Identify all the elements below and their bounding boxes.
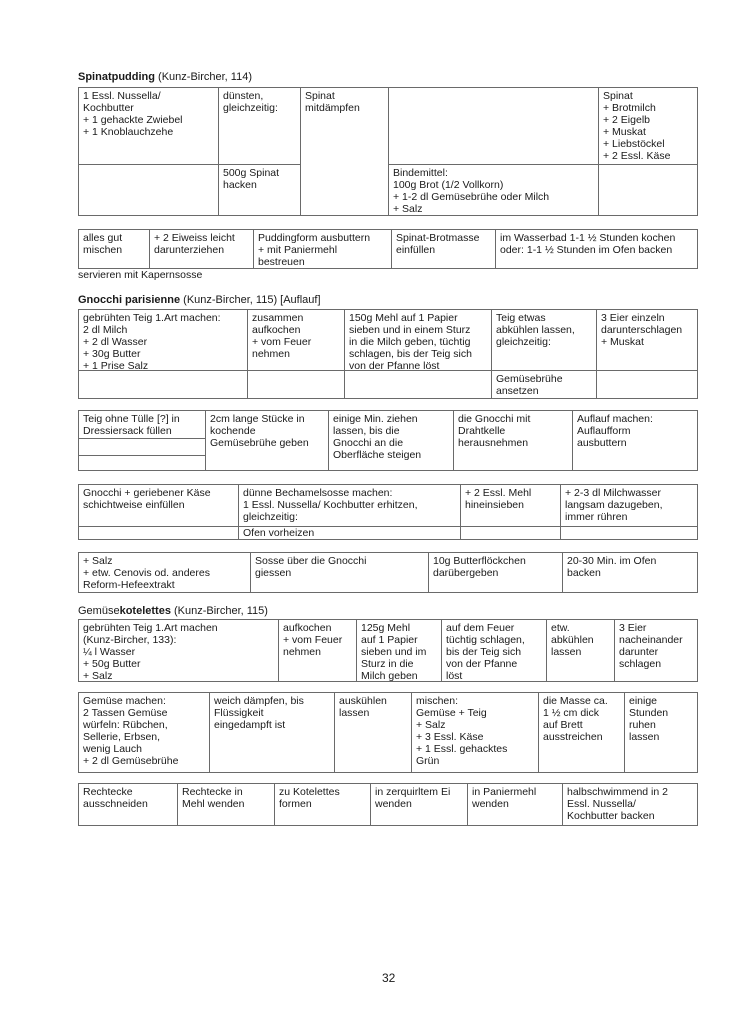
table-cell: + 2 Essl. Mehl hineinsieben <box>460 484 561 527</box>
table-cell: 2cm lange Stücke in kochende Gemüsebrühe… <box>205 410 329 471</box>
table-cell: Spinat-Brotmasse einfüllen <box>391 229 496 269</box>
table-cell: + 2-3 dl Milchwasser langsam dazugeben, … <box>560 484 698 527</box>
table-cell <box>560 526 698 540</box>
table-cell <box>344 370 492 399</box>
page-number: 32 <box>382 971 396 985</box>
table-cell: auskühlen lassen <box>334 692 412 773</box>
recipe-title: Gemüsekotelettes (Kunz-Bircher, 115) <box>78 605 268 617</box>
table-cell: weich dämpfen, bis Flüssigkeit eingedamp… <box>209 692 335 773</box>
table-cell: + 2 Eiweiss leicht darunterziehen <box>149 229 254 269</box>
table-cell: die Gnocchi mit Drahtkelle herausnehmen <box>453 410 573 471</box>
recipe-name-prefix: Gemüse <box>78 605 120 617</box>
table-cell <box>247 370 345 399</box>
table-cell: + Salz + etw. Cenovis od. anderes Reform… <box>78 552 251 593</box>
table-cell: 10g Butterflöckchen darübergeben <box>428 552 563 593</box>
table-cell: die Masse ca. 1 ½ cm dick auf Brett auss… <box>538 692 625 773</box>
table-cell: Teig etwas abkühlen lassen, gleichzeitig… <box>491 309 597 371</box>
table-cell: gebrühten Teig 1.Art machen (Kunz-Birche… <box>78 619 279 682</box>
table-cell: Sosse über die Gnocchi giessen <box>250 552 429 593</box>
table-cell <box>78 526 239 540</box>
recipe-title: Spinatpudding (Kunz-Bircher, 114) <box>78 71 252 83</box>
table-cell: 125g Mehl auf 1 Papier sieben und im Stu… <box>356 619 442 682</box>
table-cell: gebrühten Teig 1.Art machen: 2 dl Milch … <box>78 309 248 372</box>
table-cell: alles gut mischen <box>78 229 150 269</box>
table-cell <box>78 455 206 471</box>
table-cell: aufkochen + vom Feuer nehmen <box>278 619 357 682</box>
table-cell: 3 Eier einzeln darunterschlagen + Muskat <box>596 309 698 371</box>
table-cell: Rechtecke in Mehl wenden <box>177 783 275 826</box>
table-cell: im Wasserbad 1-1 ½ Stunden kochen oder: … <box>495 229 698 269</box>
table-cell: Puddingform ausbuttern + mit Paniermehl … <box>253 229 392 269</box>
recipe-title: Gnocchi parisienne (Kunz-Bircher, 115) [… <box>78 294 321 306</box>
table-cell: 150g Mehl auf 1 Papier sieben und in ein… <box>344 309 492 372</box>
table-cell: Bindemittel: 100g Brot (1/2 Vollkorn) + … <box>388 164 599 216</box>
table-cell: dünne Bechamelsosse machen: 1 Essl. Nuss… <box>238 484 461 527</box>
table-cell: 1 Essl. Nussella/ Kochbutter + 1 gehackt… <box>78 87 219 165</box>
table-cell <box>596 370 698 399</box>
table-cell: Spinat mitdämpfen <box>300 87 389 216</box>
table-cell: einige Stunden ruhen lassen <box>624 692 698 773</box>
recipe-source: (Kunz-Bircher, 115) <box>174 605 268 617</box>
table-cell: Teig ohne Tülle [?] in Dressiersack füll… <box>78 410 206 439</box>
table-cell: Gnocchi + geriebener Käse schichtweise e… <box>78 484 239 527</box>
table-cell: Gemüsebrühe ansetzen <box>491 370 597 399</box>
table-cell: halbschwimmend in 2 Essl. Nussella/ Koch… <box>562 783 698 826</box>
table-cell: dünsten, gleichzeitig: <box>218 87 301 165</box>
table-cell: in Paniermehl wenden <box>467 783 563 826</box>
table-cell <box>388 87 599 165</box>
table-cell: Auflauf machen: Auflaufform ausbuttern <box>572 410 698 471</box>
table-cell <box>78 164 219 216</box>
table-cell: Gemüse machen: 2 Tassen Gemüse würfeln: … <box>78 692 210 773</box>
table-cell: zu Kotelettes formen <box>274 783 371 826</box>
table-cell: Ofen vorheizen <box>238 526 461 540</box>
table-cell: Spinat + Brotmilch + 2 Eigelb + Muskat +… <box>598 87 698 165</box>
table-cell: auf dem Feuer tüchtig schlagen, bis der … <box>441 619 547 682</box>
table-cell: 500g Spinat hacken <box>218 164 301 216</box>
recipe-name: kotelettes <box>119 605 171 617</box>
recipe-name: Gnocchi parisienne <box>78 294 181 306</box>
table-cell: 3 Eier nacheinander darunter schlagen <box>614 619 698 682</box>
table-cell: zusammen aufkochen + vom Feuer nehmen <box>247 309 345 371</box>
recipe-name: Spinatpudding <box>78 71 155 83</box>
table-cell: 20-30 Min. im Ofen backen <box>562 552 698 593</box>
table-cell: etw. abkühlen lassen <box>546 619 615 682</box>
table-cell: mischen: Gemüse + Teig + Salz + 3 Essl. … <box>411 692 539 773</box>
recipe-source: (Kunz-Bircher, 114) <box>158 71 252 83</box>
recipe-source: (Kunz-Bircher, 115) [Auflauf] <box>183 294 321 306</box>
serving-note: servieren mit Kapernsosse <box>78 269 203 281</box>
table-cell <box>460 526 561 540</box>
table-cell: in zerquirltem Ei wenden <box>370 783 468 826</box>
table-cell <box>78 438 206 456</box>
table-cell: einige Min. ziehen lassen, bis die Gnocc… <box>328 410 454 471</box>
table-cell <box>598 164 698 216</box>
table-cell: Rechtecke ausschneiden <box>78 783 178 826</box>
table-cell <box>78 370 248 399</box>
